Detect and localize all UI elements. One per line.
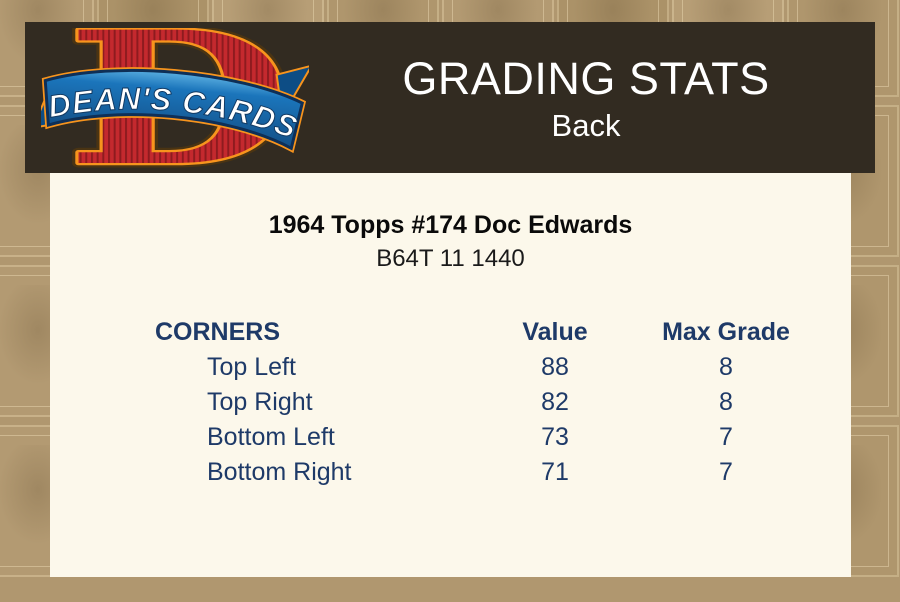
header-titles: GRADING STATS Back (325, 22, 847, 173)
deans-cards-logo[interactable]: D D D DEAN'S CARDS (41, 28, 309, 168)
corner-max-grade: 7 (719, 423, 733, 451)
corner-value: 71 (541, 458, 569, 486)
stats-panel: 1964 Topps #174 Doc Edwards B64T 11 1440… (50, 173, 851, 577)
table-row: Bottom Left 73 7 (50, 420, 851, 455)
corner-label: Bottom Right (207, 458, 352, 486)
stats-rows: Top Left 88 8 Top Right 82 8 Bottom Left 73 7 Bot… (50, 350, 851, 490)
corner-label: Top Left (207, 353, 296, 381)
corner-value: 73 (541, 423, 569, 451)
page-subtitle: Back (551, 107, 621, 143)
header-band: D D D DEAN'S CARDS GRADING STATS Back (25, 22, 875, 173)
column-header-max-grade: Max Grade (662, 318, 790, 346)
card-code: B64T 11 1440 (376, 245, 525, 272)
table-row: Top Right 82 8 (50, 385, 851, 420)
corners-table: CORNERS Value Max Grade Top Left 88 8 Top R… (50, 315, 851, 490)
corner-max-grade: 8 (719, 353, 733, 381)
corner-max-grade: 7 (719, 458, 733, 486)
card-title: 1964 Topps #174 Doc Edwards (268, 211, 633, 239)
column-header-value: Value (522, 318, 588, 346)
corner-value: 82 (541, 388, 569, 416)
corner-max-grade: 8 (719, 388, 733, 416)
column-header-corners: CORNERS (155, 318, 281, 346)
table-header-row: CORNERS Value Max Grade (50, 315, 851, 350)
corner-label: Top Right (207, 388, 313, 416)
table-row: Top Left 88 8 (50, 350, 851, 385)
table-row: Bottom Right 71 7 (50, 455, 851, 490)
corner-label: Bottom Left (207, 423, 335, 451)
page-title: GRADING STATS (402, 52, 770, 104)
corner-value: 88 (541, 353, 569, 381)
